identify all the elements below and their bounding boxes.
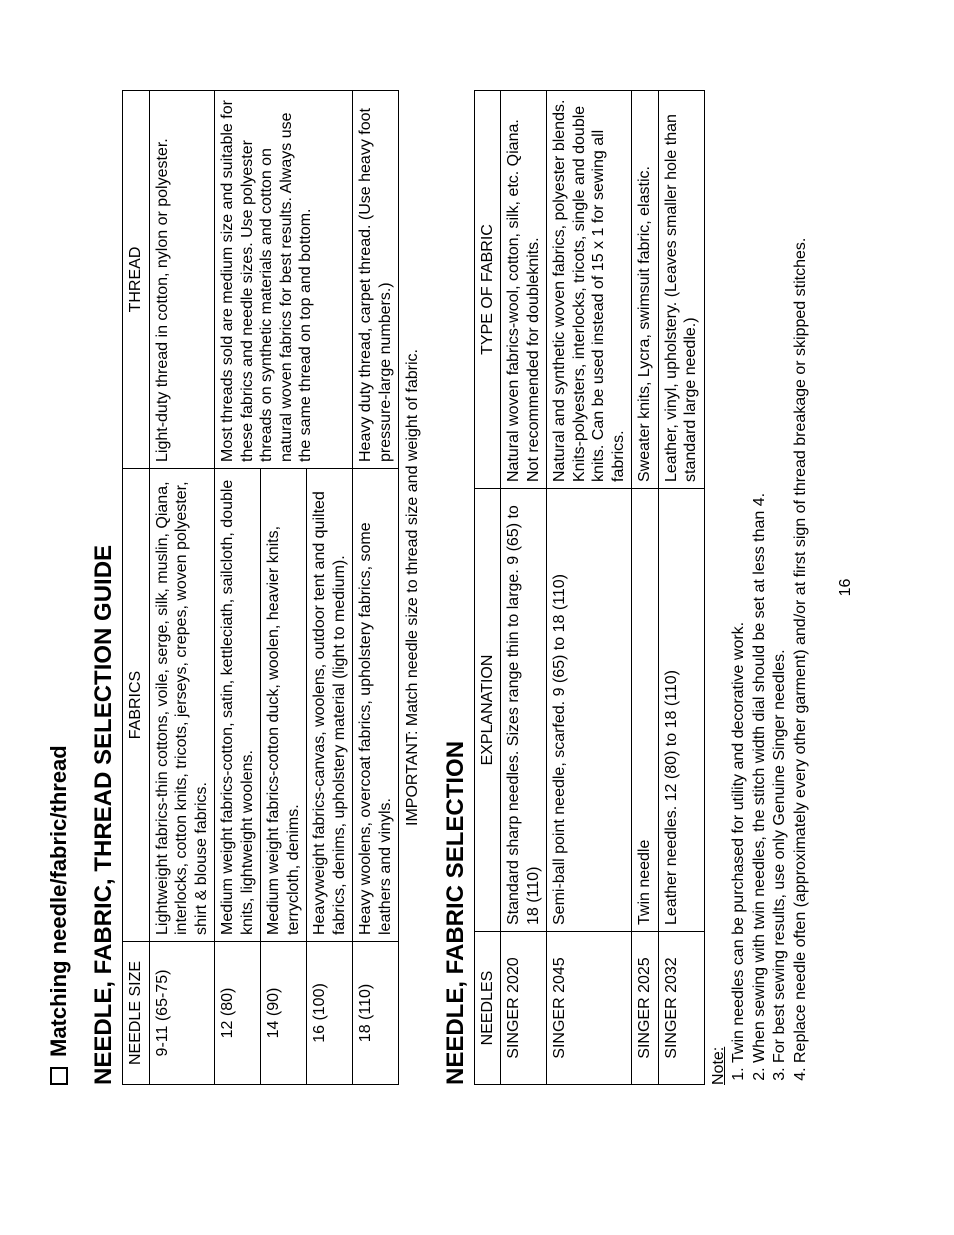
cell-fabrics: Medium weight fabrics-cotton duck, woole… xyxy=(261,469,307,942)
checkbox-icon xyxy=(50,1067,68,1085)
col-needles: NEEDLES xyxy=(474,932,501,1085)
cell-size: 16 (100) xyxy=(307,942,353,1085)
table-row: 18 (110) Heavy woolens, overcoat fabrics… xyxy=(353,91,399,1085)
note-item: For best sewing results, use only Genuin… xyxy=(770,90,790,1063)
cell-fabric: Natural woven fabrics-wool, cotton, silk… xyxy=(501,91,547,489)
col-fabrics: FABRICS xyxy=(123,469,150,942)
cell-fabrics: Heavyweight fabrics-canvas, woolens, out… xyxy=(307,469,353,942)
cell-thread: Most threads sold are medium size and su… xyxy=(215,91,353,469)
cell-size: 9-11 (65-75) xyxy=(149,942,215,1085)
cell-fabric: Sweater knits, Lycra, swimsuit fabric, e… xyxy=(632,91,659,489)
cell-thread: Heavy duty thread, carpet thread. (Use h… xyxy=(353,91,399,469)
cell-explanation: Standard sharp needles. Sizes range thin… xyxy=(501,489,547,932)
col-type-of-fabric: TYPE OF FABRIC xyxy=(474,91,501,489)
table-row: SINGER 2020 Standard sharp needles. Size… xyxy=(501,91,547,1085)
cell-fabrics: Heavy woolens, overcoat fabrics, upholst… xyxy=(353,469,399,942)
page-number: 16 xyxy=(837,90,855,1085)
cell-explanation: Twin needle xyxy=(632,489,659,932)
table-row: SINGER 2032 Leather needles. 12 (80) to … xyxy=(658,91,704,1085)
notes-list: Twin needles can be purchased for utilit… xyxy=(729,90,811,1063)
section1-title: NEEDLE, FABRIC, THREAD SELECTION GUIDE xyxy=(90,90,118,1085)
table-header-row: NEEDLE SIZE FABRICS THREAD xyxy=(123,91,150,1085)
cell-thread: Light-duty thread in cotton, nylon or po… xyxy=(149,91,215,469)
cell-needles: SINGER 2032 xyxy=(658,932,704,1085)
section2-title: NEEDLE, FABRIC SELECTION xyxy=(442,90,470,1085)
cell-needles: SINGER 2025 xyxy=(632,932,659,1085)
page-title: Matching needle/fabric/thread xyxy=(46,745,72,1057)
needle-fabric-thread-table: NEEDLE SIZE FABRICS THREAD 9-11 (65-75) … xyxy=(122,90,426,1085)
table-row: SINGER 2045 Semi-ball point needle, scar… xyxy=(547,91,632,1085)
breadcrumb: Matching needle/fabric/thread xyxy=(46,90,72,1085)
cell-fabrics: Lightweight fabrics-thin cottons, voile,… xyxy=(149,469,215,942)
note-item: When sewing with twin needles, the stitc… xyxy=(750,90,770,1063)
col-explanation: EXPLANATION xyxy=(474,489,501,932)
note-item: Replace needle often (approximately ever… xyxy=(791,90,811,1063)
cell-fabric: Natural and synthetic woven fabrics, pol… xyxy=(547,91,632,489)
cell-size: 12 (80) xyxy=(215,942,261,1085)
cell-explanation: Leather needles. 12 (80) to 18 (110) xyxy=(658,489,704,932)
cell-fabric: Leather, vinyl, upholstery. (Leaves smal… xyxy=(658,91,704,489)
cell-explanation: Semi-ball point needle, scarfed. 9 (65) … xyxy=(547,489,632,932)
notes-block: Note: Twin needles can be purchased for … xyxy=(709,90,811,1085)
notes-heading: Note: xyxy=(710,1047,727,1085)
note-item: Twin needles can be purchased for utilit… xyxy=(729,90,749,1063)
important-note-row: IMPORTANT: Match needle size to thread s… xyxy=(399,91,426,1085)
table-row: 9-11 (65-75) Lightweight fabrics-thin co… xyxy=(149,91,215,1085)
table-header-row: NEEDLES EXPLANATION TYPE OF FABRIC xyxy=(474,91,501,1085)
cell-needles: SINGER 2020 xyxy=(501,932,547,1085)
needle-fabric-table: NEEDLES EXPLANATION TYPE OF FABRIC SINGE… xyxy=(474,90,705,1085)
cell-size: 18 (110) xyxy=(353,942,399,1085)
important-note: IMPORTANT: Match needle size to thread s… xyxy=(399,91,426,1085)
cell-fabrics: Medium weight fabrics-cotton, satin, ket… xyxy=(215,469,261,942)
table-row: SINGER 2025 Twin needle Sweater knits, L… xyxy=(632,91,659,1085)
col-thread: THREAD xyxy=(123,91,150,469)
cell-size: 14 (90) xyxy=(261,942,307,1085)
cell-needles: SINGER 2045 xyxy=(547,932,632,1085)
col-needle-size: NEEDLE SIZE xyxy=(123,942,150,1085)
table-row: 12 (80) Medium weight fabrics-cotton, sa… xyxy=(215,91,261,1085)
